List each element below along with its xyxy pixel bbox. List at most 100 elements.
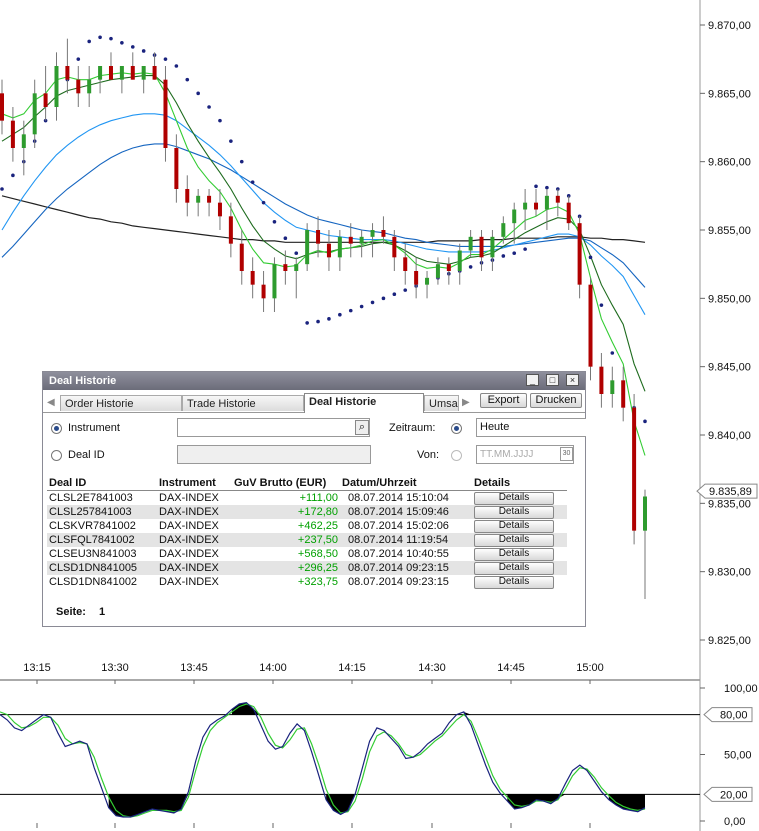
guv-cell: +296,25: [232, 561, 340, 575]
sar-dot: [11, 173, 15, 178]
sar-dot: [163, 57, 168, 61]
from-radio[interactable]: [451, 450, 462, 461]
candle-up: [119, 66, 124, 80]
deal-id-cell: CLSEU3N841003: [49, 548, 137, 560]
tab-deal-historie[interactable]: Deal Historie: [304, 393, 424, 413]
calendar-icon[interactable]: 30: [560, 447, 573, 461]
stoch-d-line: [0, 703, 646, 818]
current-price-tag: [696, 483, 758, 499]
sar-dot: [0, 187, 4, 191]
sar-dot: [272, 220, 277, 224]
candle-up: [337, 236, 342, 258]
sar-dot: [305, 321, 309, 325]
details-button[interactable]: Details: [474, 520, 554, 533]
from-date-input[interactable]: TT.MM.JJJJ: [476, 445, 574, 464]
candle-down: [207, 195, 212, 203]
sar-dot: [294, 251, 299, 256]
time-tick-label: 14:30: [418, 662, 446, 674]
sar-dot: [207, 105, 211, 109]
print-button[interactable]: Drucken: [530, 393, 582, 408]
candle-down: [65, 66, 70, 80]
osc-tick-label: 0,00: [724, 816, 745, 828]
candle-down: [392, 236, 397, 258]
tab-umsatz[interactable]: Umsa: [424, 395, 459, 411]
tab-scroll-right-icon[interactable]: ▶: [462, 397, 470, 408]
candle-down: [414, 271, 419, 285]
minimize-icon[interactable]: _: [526, 374, 539, 386]
period-radio[interactable]: [451, 423, 462, 434]
close-icon[interactable]: ×: [566, 374, 579, 386]
details-button[interactable]: Details: [474, 492, 554, 505]
sar-dot: [261, 200, 266, 205]
sar-dot: [588, 255, 593, 260]
instrument-input[interactable]: [177, 418, 370, 437]
price-tick-label: 9.865,00: [708, 88, 751, 100]
details-button[interactable]: Details: [474, 506, 554, 519]
time-tick-label: 13:30: [101, 662, 129, 674]
tab-trade-historie[interactable]: Trade Historie: [182, 395, 304, 411]
page-label: Seite:: [56, 606, 86, 618]
col-header-details: Details: [472, 476, 567, 491]
oscillator-panel: [0, 701, 700, 818]
candle-up: [490, 236, 495, 258]
details-button[interactable]: Details: [474, 548, 554, 561]
price-tick-label: 9.830,00: [708, 567, 751, 579]
candle-down: [326, 243, 331, 258]
candle-up: [359, 236, 364, 244]
sar-dot: [141, 49, 146, 53]
osc-level-label: 20,00: [720, 789, 748, 801]
deal-history-window[interactable]: Deal Historie _ □ × ◀ Order Historie Tra…: [42, 371, 586, 627]
deal-id-radio[interactable]: [51, 450, 62, 461]
candle-down: [632, 407, 637, 531]
current-price-label: 9.835,89: [709, 486, 752, 498]
ema-mid-line: [1, 75, 646, 392]
deal-id-input[interactable]: [177, 445, 371, 464]
period-select[interactable]: Heute: [476, 418, 586, 437]
sar-dot: [327, 317, 331, 321]
sar-dot: [348, 308, 353, 313]
tab-scroll-left-icon[interactable]: ◀: [47, 397, 55, 408]
candle-down: [348, 236, 353, 244]
sar-dot: [316, 319, 320, 324]
overbought-fill: [231, 702, 472, 715]
candle-up: [457, 250, 462, 271]
guv-cell: +111,00: [299, 492, 338, 504]
page-number[interactable]: 1: [99, 606, 106, 618]
deal-id-cell: CLSL257841003: [47, 505, 157, 519]
details-button[interactable]: Details: [474, 534, 554, 547]
candle-up: [272, 264, 277, 299]
sar-dot: [338, 312, 342, 317]
datetime-cell: 08.07.2014 09:23:15: [348, 576, 449, 588]
stoch-k-line: [0, 701, 646, 818]
details-button[interactable]: Details: [474, 562, 554, 575]
export-button[interactable]: Export: [480, 393, 527, 408]
sar-dot: [381, 296, 386, 301]
search-icon[interactable]: ⌕: [355, 420, 369, 435]
datetime-cell: 08.07.2014 15:02:06: [348, 520, 449, 532]
instrument-radio[interactable]: [51, 423, 62, 434]
osc-tick-label: 100,00: [724, 683, 758, 695]
sar-dot: [403, 288, 408, 292]
window-title: Deal Historie: [43, 372, 585, 390]
sar-dot: [185, 77, 190, 82]
sar-dot: [283, 236, 288, 240]
guv-cell: +323,75: [297, 576, 338, 588]
maximize-icon[interactable]: □: [546, 374, 559, 386]
candle-down: [566, 202, 571, 224]
tab-order-historie[interactable]: Order Historie: [60, 395, 182, 411]
price-tick-label: 9.870,00: [708, 20, 751, 32]
table-row: CLSL2E7841003 DAX-INDEX +111,00 08.07.20…: [47, 491, 567, 505]
sar-dot: [523, 247, 527, 251]
candle-down: [555, 195, 560, 203]
candle-down: [239, 243, 244, 271]
guv-cell: +568,50: [297, 548, 338, 560]
deal-id-label: Deal ID: [68, 449, 105, 461]
candle-up: [370, 230, 375, 237]
details-button[interactable]: Details: [474, 576, 554, 589]
sar-dot: [610, 351, 615, 355]
candle-up: [54, 66, 59, 107]
osc-tick-label: 50,00: [724, 750, 752, 762]
instrument-cell: DAX-INDEX: [159, 520, 219, 532]
col-header-deal-id: Deal ID: [47, 476, 157, 491]
